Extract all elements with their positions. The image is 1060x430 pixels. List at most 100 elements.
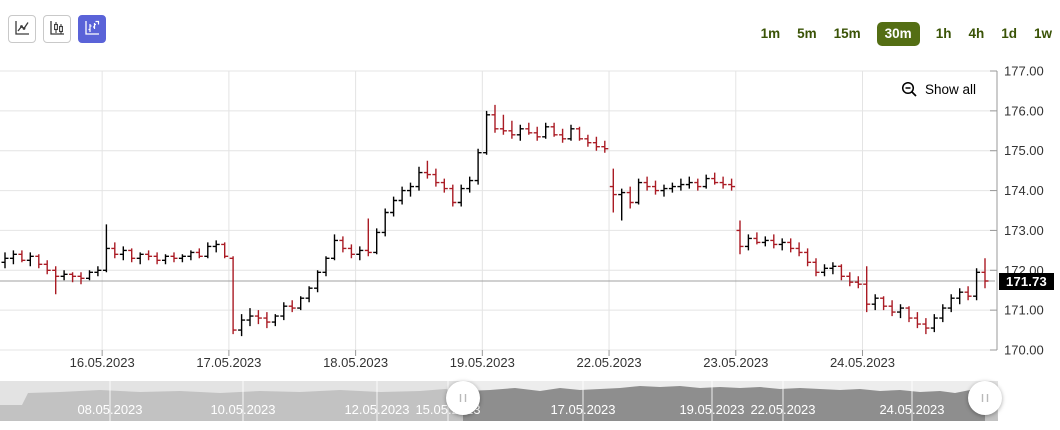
- ohlc-bar: [795, 242, 803, 257]
- timeframe-1d[interactable]: 1d: [1001, 26, 1017, 41]
- y-axis-label: 171.00: [1004, 303, 1044, 318]
- ohlc-bar: [753, 232, 761, 245]
- ohlc-bar: [86, 270, 93, 281]
- ohlc-bar: [339, 236, 347, 253]
- ohlc-bar: [204, 242, 212, 259]
- ohlc-bar: [694, 178, 702, 191]
- timeframe-5m[interactable]: 5m: [797, 26, 817, 41]
- navigator-right-handle[interactable]: [968, 381, 1002, 415]
- ohlc-bar: [744, 234, 752, 251]
- ohlc-bar: [398, 186, 406, 205]
- timeframe-30m[interactable]: 30m: [876, 22, 920, 46]
- ohlc-bar: [153, 252, 161, 265]
- navigator-left-handle[interactable]: [446, 381, 480, 415]
- ohlc-bar: [449, 184, 457, 207]
- ohlc-bar: [221, 242, 229, 259]
- line-chart-button[interactable]: [8, 15, 36, 43]
- ohlc-bar: [584, 134, 592, 147]
- ohlc-bar: [601, 140, 609, 153]
- ohlc-bar: [145, 250, 153, 261]
- timeframe-4h[interactable]: 4h: [968, 26, 985, 41]
- ohlc-bar: [652, 180, 659, 195]
- ohlc-bar: [685, 176, 693, 189]
- show-all-button[interactable]: Show all: [898, 80, 980, 99]
- y-axis-label: 177.00: [1004, 64, 1044, 79]
- ohlc-bar: [787, 238, 795, 253]
- timeframe-selector: 1m 5m 15m 30m 1h 4h 1d 1w: [760, 22, 1052, 46]
- ohlc-bar: [922, 318, 930, 335]
- ohlc-bar: [373, 228, 381, 255]
- ohlc-bar: [913, 312, 921, 329]
- navigator-date-label: 17.05.2023: [550, 402, 615, 417]
- ohlc-bar: [576, 126, 583, 141]
- zoom-out-icon: [901, 81, 918, 98]
- ohlc-bar: [238, 314, 246, 337]
- navigator-date-label: 12.05.2023: [344, 402, 409, 417]
- y-axis-label: 170.00: [1004, 343, 1044, 358]
- x-axis-label: 24.05.2023: [830, 355, 895, 370]
- ohlc-bar: [474, 148, 482, 185]
- ohlc-bar: [381, 208, 389, 237]
- ohlc-bar: [736, 220, 744, 255]
- price-chart-plot[interactable]: 177.00176.00175.00174.00173.00172.00171.…: [0, 0, 1060, 378]
- ohlc-bar: [567, 124, 575, 141]
- ohlc-bar: [9, 250, 17, 265]
- ohlc-bar: [981, 258, 989, 289]
- ohlc-bar: [322, 256, 330, 277]
- timeframe-1m[interactable]: 1m: [760, 26, 781, 41]
- navigator-date-label: 22.05.2023: [750, 402, 815, 417]
- ohlc-bar: [457, 184, 465, 207]
- ohlc-bar: [212, 240, 220, 253]
- ohlc-bar: [43, 260, 51, 275]
- timeframe-1h[interactable]: 1h: [935, 26, 952, 41]
- x-axis-label: 17.05.2023: [196, 355, 261, 370]
- ohlc-bar: [432, 168, 440, 187]
- x-axis-label: 22.05.2023: [577, 355, 642, 370]
- ohlc-bar: [18, 250, 26, 263]
- ohlc-bar: [643, 176, 651, 191]
- ohlc-chart-button[interactable]: [78, 15, 106, 43]
- ohlc-bar: [483, 110, 491, 155]
- ohlc-bar: [821, 264, 828, 277]
- ohlc-bar: [102, 224, 110, 273]
- ohlc-chart-icon: [83, 19, 101, 40]
- ohlc-bar: [1, 252, 9, 269]
- ohlc-bar: [187, 250, 195, 261]
- ohlc-bar: [516, 124, 524, 141]
- ohlc-bar: [111, 242, 119, 259]
- candlestick-chart-button[interactable]: [43, 15, 71, 43]
- ohlc-bar: [854, 276, 862, 289]
- ohlc-bar: [880, 296, 888, 311]
- timeframe-15m[interactable]: 15m: [833, 26, 861, 41]
- y-axis-labels: 177.00176.00175.00174.00173.00172.00171.…: [990, 64, 1044, 358]
- ohlc-bar: [609, 168, 617, 213]
- navigator-preview[interactable]: 08.05.2023 10.05.2023 12.05.2023 15.05.2023…: [0, 381, 998, 421]
- ohlc-bar: [778, 238, 786, 251]
- ohlc-bar: [407, 182, 414, 197]
- ohlc-bar: [525, 122, 533, 135]
- ohlc-bar: [618, 188, 626, 221]
- ohlc-bar: [719, 176, 727, 189]
- x-axis-labels: 16.05.2023 17.05.2023 18.05.2023 19.05.2023…: [70, 350, 895, 370]
- ohlc-bar: [956, 288, 964, 305]
- x-axis-label: 18.05.2023: [323, 355, 388, 370]
- ohlc-bar: [440, 178, 448, 193]
- ohlc-bar: [973, 268, 981, 301]
- ohlc-bar: [466, 176, 474, 193]
- ohlc-bar: [77, 272, 85, 285]
- ohlc-bar: [930, 314, 938, 333]
- timeframe-1w[interactable]: 1w: [1033, 26, 1052, 41]
- ohlc-bar: [804, 248, 812, 267]
- ohlc-bar: [423, 160, 431, 179]
- ohlc-bar: [331, 234, 338, 261]
- ohlc-bar: [508, 120, 516, 139]
- ohlc-bar: [128, 248, 136, 263]
- ohlc-bar: [136, 252, 144, 265]
- ohlc-bar: [491, 104, 499, 133]
- ohlc-bar: [162, 254, 169, 265]
- ohlc-bar: [229, 256, 237, 335]
- range-navigator[interactable]: 08.05.2023 10.05.2023 12.05.2023 15.05.2023…: [0, 381, 1002, 421]
- ohlc-bar: [60, 270, 68, 281]
- ohlc-bar: [499, 114, 507, 135]
- ohlc-bars: [1, 104, 989, 337]
